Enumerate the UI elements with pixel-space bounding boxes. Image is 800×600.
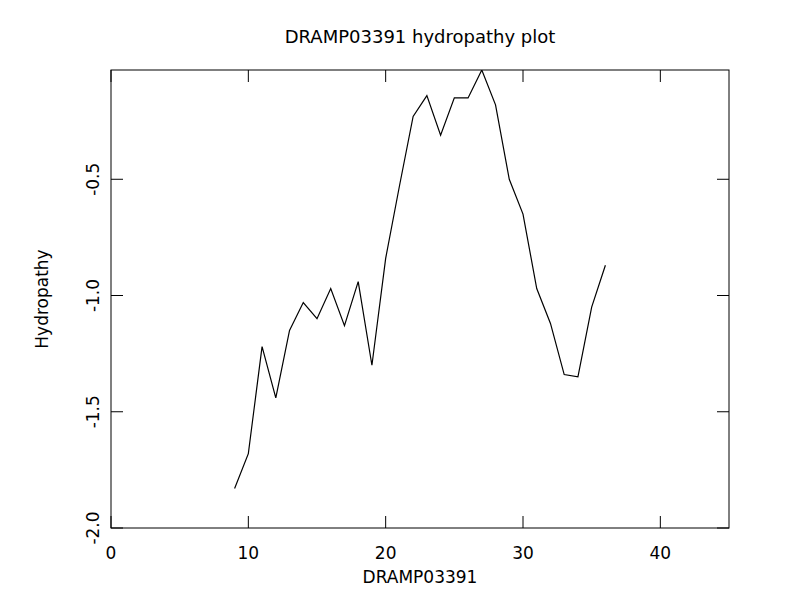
x-axis-label: DRAMP03391 bbox=[363, 567, 478, 587]
x-tick-label: 0 bbox=[106, 543, 117, 563]
y-tick bbox=[111, 411, 123, 412]
y-tick bbox=[111, 179, 123, 180]
x-tick-label: 30 bbox=[512, 543, 534, 563]
y-tick bbox=[111, 528, 123, 529]
plot-frame bbox=[111, 70, 729, 528]
x-tick bbox=[111, 516, 112, 528]
x-tick bbox=[385, 516, 386, 528]
x-tick-label: 20 bbox=[375, 543, 397, 563]
x-tick-top bbox=[248, 70, 249, 82]
y-tick-label: -2.0 bbox=[83, 511, 103, 544]
y-tick-right bbox=[717, 295, 729, 296]
y-tick-label: -1.0 bbox=[83, 279, 103, 312]
chart-svg: DRAMP03391 hydropathy plot DRAMP03391 Hydr… bbox=[0, 0, 800, 600]
x-tick-label: 40 bbox=[650, 543, 672, 563]
chart-container: DRAMP03391 hydropathy plot DRAMP03391 Hydr… bbox=[0, 0, 800, 600]
y-axis-label: Hydropathy bbox=[32, 249, 52, 348]
y-tick-right bbox=[717, 411, 729, 412]
x-tick bbox=[523, 516, 524, 528]
hydropathy-line bbox=[235, 70, 606, 488]
x-tick-top bbox=[660, 70, 661, 82]
x-tick-top bbox=[111, 70, 112, 82]
y-tick-label: -0.5 bbox=[83, 163, 103, 196]
y-tick-right bbox=[717, 179, 729, 180]
y-tick-right bbox=[717, 528, 729, 529]
x-tick-top bbox=[523, 70, 524, 82]
x-tick-label: 10 bbox=[238, 543, 260, 563]
x-tick-top bbox=[385, 70, 386, 82]
x-tick bbox=[660, 516, 661, 528]
x-tick bbox=[248, 516, 249, 528]
title: DRAMP03391 hydropathy plot bbox=[285, 26, 556, 47]
plot-area bbox=[235, 70, 606, 488]
y-tick-label: -1.5 bbox=[83, 395, 103, 428]
background bbox=[0, 0, 800, 600]
y-tick bbox=[111, 295, 123, 296]
